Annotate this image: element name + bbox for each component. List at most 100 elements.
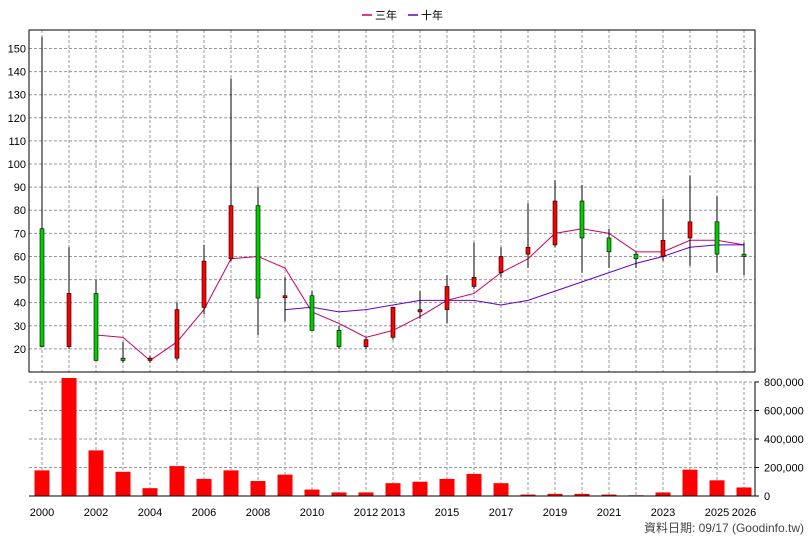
volume-tick-label: 400,000 — [764, 434, 804, 446]
candle-body — [174, 309, 180, 359]
x-tick-label: 2026 — [732, 507, 756, 519]
source-label: 資料日期: 09/17 (Goodinfo.tw) — [643, 521, 804, 535]
candle-body — [687, 221, 693, 239]
candle-body — [579, 200, 585, 239]
candle-body — [120, 357, 126, 361]
volume-tick-label: 200,000 — [764, 463, 804, 475]
candle-body — [525, 246, 531, 255]
x-tick-label: 2017 — [489, 507, 513, 519]
price-tick-label: 110 — [8, 136, 26, 148]
volume-bar — [682, 469, 698, 496]
x-tick-label: 2019 — [543, 507, 567, 519]
x-tick-label: 2013 — [381, 507, 405, 519]
candle-body — [714, 221, 720, 255]
volume-tick-label: 600,000 — [764, 406, 804, 418]
volume-bar — [115, 471, 131, 496]
x-tick-label: 2006 — [192, 507, 216, 519]
volume-tick-label: 0 — [764, 491, 770, 503]
candle-body — [66, 293, 72, 347]
price-tick-label: 100 — [8, 159, 26, 171]
volume-bar — [385, 483, 401, 496]
volume-tick-label: 800,000 — [764, 377, 804, 389]
price-tick-label: 120 — [8, 113, 26, 125]
volume-bar — [412, 481, 428, 496]
volume-bar — [250, 481, 266, 496]
volume-bar — [277, 474, 293, 496]
axes: 20 30 40 50 60 70 80 90 100 110 120 130 140 150 0 200,0… — [8, 43, 804, 519]
price-tick-label: 50 — [14, 275, 26, 287]
volume-bar — [196, 478, 212, 496]
volume-bar — [736, 487, 752, 496]
price-panel-frame — [28, 29, 756, 373]
volume-bar — [520, 494, 536, 496]
x-tick-label: 2008 — [246, 507, 270, 519]
price-tick-label: 130 — [8, 90, 26, 102]
x-tick-label: 2000 — [30, 507, 54, 519]
candle-body — [282, 295, 288, 299]
volume-bar — [331, 492, 347, 496]
volume-bar — [709, 480, 725, 496]
frames — [28, 29, 759, 497]
candle-body — [39, 228, 45, 347]
price-tick-label: 70 — [14, 228, 26, 240]
volume-bar — [547, 493, 563, 496]
x-tick-label: 2025 — [705, 507, 729, 519]
volume-bar — [655, 492, 671, 496]
candle-body — [471, 276, 477, 287]
candle-body — [363, 339, 369, 347]
volume-bar — [169, 466, 185, 496]
candle-body — [498, 256, 504, 273]
volume-bar — [601, 494, 617, 496]
price-tick-label: 80 — [14, 205, 26, 217]
price-tick-label: 40 — [14, 298, 26, 310]
candle-body — [633, 253, 639, 260]
candle-body — [147, 357, 153, 361]
candle-body — [93, 293, 99, 361]
volume-bar — [61, 378, 77, 496]
x-tick-label: 2023 — [651, 507, 675, 519]
price-tick-label: 90 — [14, 182, 26, 194]
candle-body — [255, 205, 261, 299]
legend-label-3y: 三年 — [375, 8, 397, 22]
price-tick-label: 30 — [14, 321, 26, 333]
volume-bar — [358, 492, 374, 496]
volume-bar — [88, 450, 104, 496]
candle-body — [741, 253, 747, 257]
price-tick-label: 20 — [14, 344, 26, 356]
volume-bar — [223, 470, 239, 496]
candle-body — [309, 295, 315, 331]
x-tick-label: 2015 — [435, 507, 459, 519]
volume-bars — [34, 378, 752, 497]
volume-bar — [34, 470, 50, 496]
candle-body — [390, 306, 396, 338]
volume-bar — [439, 478, 455, 496]
candle-body — [552, 200, 558, 246]
candle-body — [228, 205, 234, 260]
price-tick-label: 150 — [8, 43, 26, 55]
candle-body — [606, 237, 612, 253]
candle-body — [336, 330, 342, 347]
candle-body — [417, 309, 423, 313]
legend-label-10y: 十年 — [421, 8, 443, 22]
price-tick-label: 140 — [8, 67, 26, 79]
volume-bar — [142, 488, 158, 496]
volume-bar — [574, 493, 590, 496]
x-tick-label: 2004 — [138, 507, 162, 519]
candle-body — [444, 286, 450, 310]
x-tick-label: 2010 — [300, 507, 324, 519]
volume-bar — [304, 489, 320, 496]
x-tick-label: 2021 — [597, 507, 621, 519]
x-tick-label: 2002 — [84, 507, 108, 519]
legend: 三年 十年 — [362, 8, 443, 22]
x-tick-label: 2012 — [354, 507, 378, 519]
price-tick-label: 60 — [14, 251, 26, 263]
moving-average-10y-line — [284, 244, 744, 313]
volume-bar — [493, 483, 509, 496]
candlesticks — [39, 36, 747, 363]
grid — [29, 30, 755, 496]
candle-body — [660, 239, 666, 257]
candle-body — [201, 260, 207, 308]
volume-bar — [466, 473, 482, 496]
